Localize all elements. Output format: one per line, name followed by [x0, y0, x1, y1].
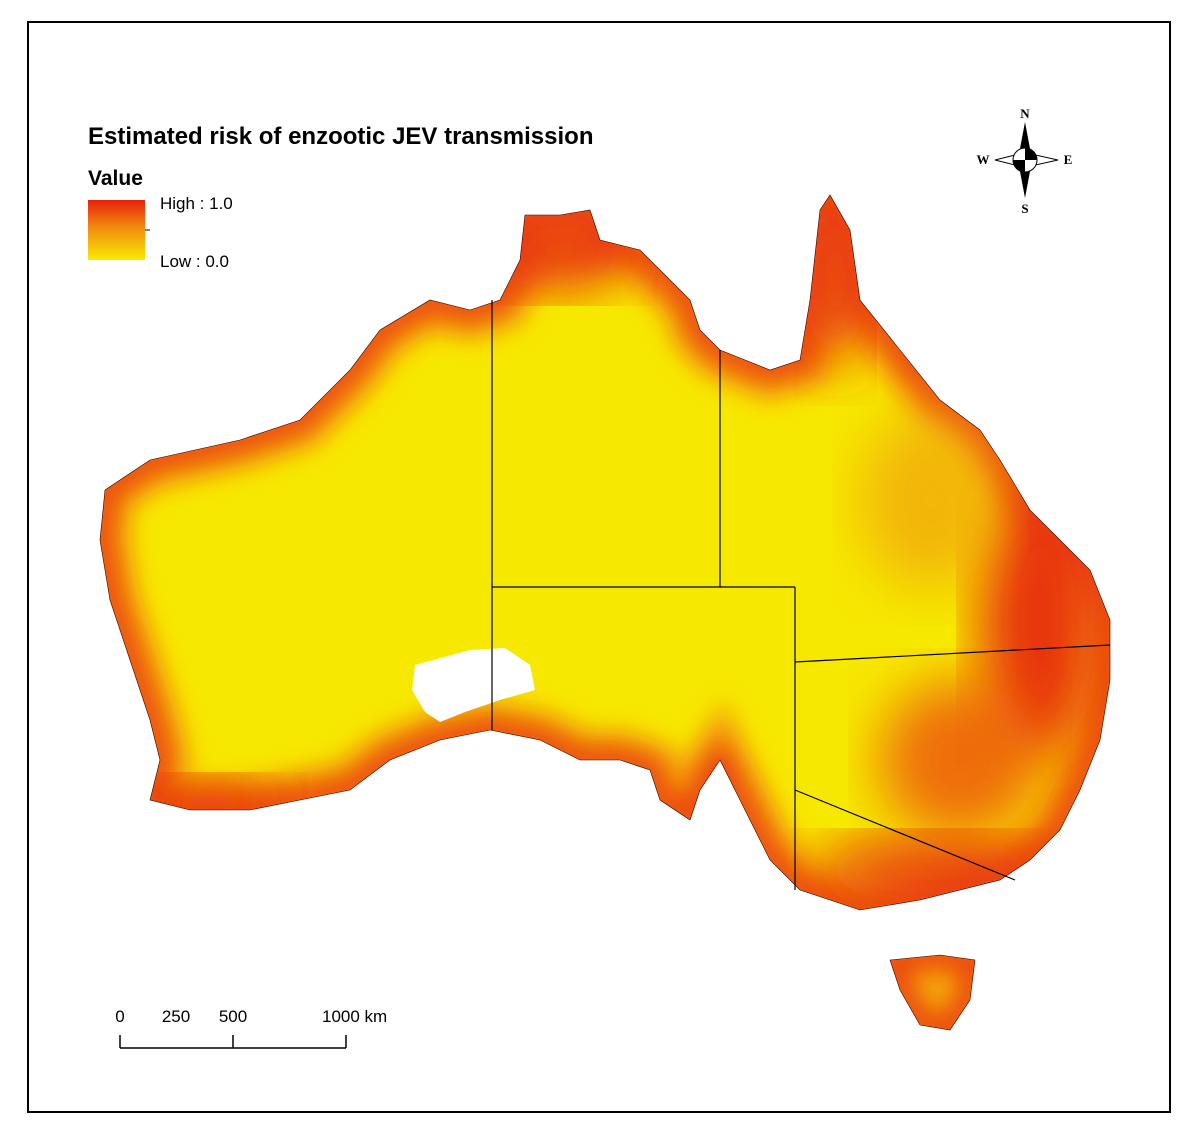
risk-raster — [100, 195, 1110, 1030]
scale-label: 250 — [162, 1007, 190, 1026]
state-borders — [491, 300, 1111, 890]
legend-high: High : 1.0 — [160, 194, 233, 213]
compass-west: W — [977, 152, 990, 167]
map-frame — [27, 21, 1171, 1113]
compass-north: N — [1020, 106, 1030, 121]
scale-label: 0 — [115, 1007, 124, 1026]
scale-label: 500 — [219, 1007, 247, 1026]
compass-south: S — [1021, 201, 1028, 216]
legend-title: Value — [88, 167, 143, 190]
north-arrow: N S E W — [977, 106, 1073, 216]
compass-east: E — [1064, 152, 1073, 167]
scale-label: 1000 km — [322, 1007, 387, 1026]
scale-bar — [119, 1035, 347, 1049]
legend-ramp — [88, 200, 145, 260]
map-title: Estimated risk of enzootic JEV transmiss… — [88, 123, 593, 150]
legend-low: Low : 0.0 — [160, 252, 229, 271]
